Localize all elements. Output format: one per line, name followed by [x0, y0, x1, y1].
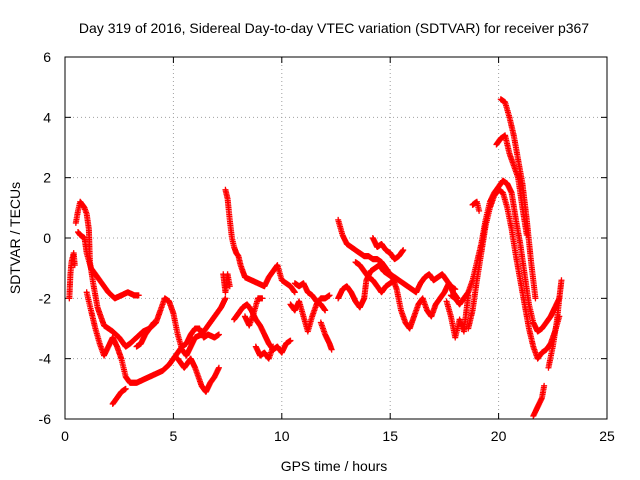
- data-point-marker: [476, 207, 483, 214]
- data-point-marker: [226, 283, 233, 290]
- series-arc-18: [352, 259, 398, 296]
- data-point-marker: [322, 307, 329, 314]
- data-points: [66, 96, 565, 419]
- series-arc-23: [469, 198, 483, 214]
- y-tick-label: 6: [43, 49, 51, 65]
- data-point-marker: [222, 295, 229, 302]
- data-point-marker: [135, 292, 142, 299]
- data-point-marker: [71, 262, 78, 269]
- grid: [65, 57, 607, 419]
- series-arc-7: [174, 355, 222, 395]
- series-arc-27: [545, 277, 565, 371]
- data-point-marker: [328, 346, 335, 353]
- data-point-marker: [287, 337, 294, 344]
- series-arc-3: [75, 228, 142, 302]
- x-tick-label: 25: [599, 428, 615, 444]
- y-tick-label: -4: [39, 351, 52, 367]
- series-arc-1: [66, 250, 78, 302]
- data-point-marker: [326, 292, 333, 299]
- data-point-marker: [215, 331, 222, 338]
- chart-title: Day 319 of 2016, Sidereal Day-to-day VTE…: [79, 20, 589, 36]
- plot-border: [64, 56, 608, 420]
- x-tick-label: 5: [170, 428, 178, 444]
- data-point-marker: [391, 277, 398, 284]
- series-arc-9: [222, 186, 298, 296]
- y-axis-label: SDTVAR / TECUs: [7, 182, 23, 294]
- series-arc-22: [443, 292, 472, 341]
- data-point-marker: [452, 286, 459, 293]
- data-point-marker: [270, 343, 277, 350]
- y-tick-label: 4: [43, 109, 51, 125]
- data-point-marker: [215, 364, 222, 371]
- x-tick-label: 20: [491, 428, 507, 444]
- series-arc-17: [335, 216, 459, 296]
- data-point-marker: [259, 295, 266, 302]
- x-axis-label: GPS time / hours: [281, 458, 388, 474]
- data-point-marker: [291, 289, 298, 296]
- data-point-marker: [532, 295, 539, 302]
- series-arc-14: [291, 280, 329, 314]
- series-arc-26: [530, 382, 548, 419]
- data-point-marker: [400, 247, 407, 254]
- series-arc-4: [83, 289, 222, 386]
- series-arc-15: [317, 319, 335, 353]
- data-point-marker: [122, 385, 129, 392]
- y-tick-label: -6: [39, 411, 52, 427]
- series-arc-16: [335, 262, 461, 332]
- x-tick-label: 15: [382, 428, 398, 444]
- series-arc-11: [252, 343, 277, 362]
- y-tick-label: -2: [39, 290, 52, 306]
- y-tick-label: 2: [43, 170, 51, 186]
- x-tick-label: 10: [274, 428, 290, 444]
- data-point-marker: [558, 277, 565, 284]
- x-tick-label: 0: [61, 428, 69, 444]
- series-arc-8: [220, 271, 233, 296]
- series-arc-5: [109, 385, 129, 407]
- y-tick-label: 0: [43, 230, 51, 246]
- data-point-marker: [150, 319, 157, 326]
- series-arc-6: [133, 319, 157, 350]
- series-arc-21: [465, 186, 563, 362]
- data-point-marker: [465, 292, 472, 299]
- series-arc-25: [497, 96, 539, 302]
- data-point-marker: [541, 382, 548, 389]
- series-arc-19: [369, 235, 407, 263]
- series-arc-12: [241, 295, 266, 329]
